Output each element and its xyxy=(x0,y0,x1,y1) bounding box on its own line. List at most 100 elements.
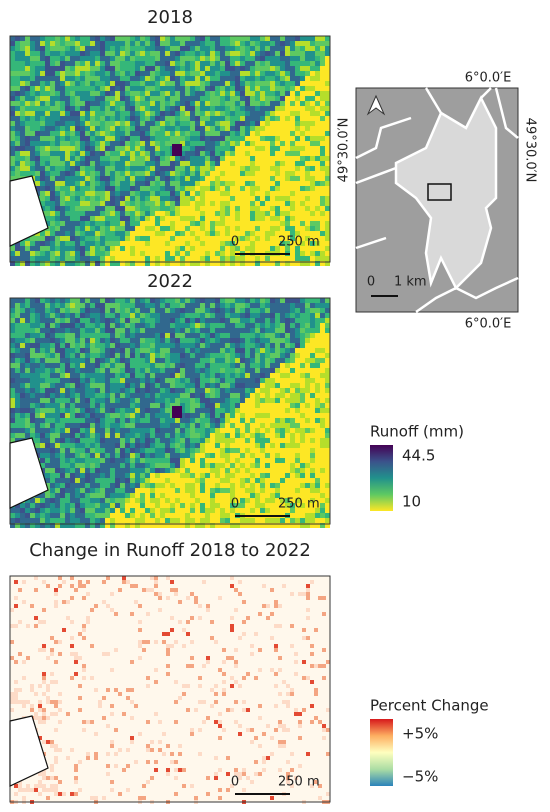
raster-cell xyxy=(125,423,130,428)
raster-cell xyxy=(35,116,40,121)
raster-cell xyxy=(185,448,190,453)
raster-cell xyxy=(210,313,215,318)
raster-cell xyxy=(70,121,75,126)
raster-cell xyxy=(40,101,45,106)
raster-cell xyxy=(165,51,170,56)
raster-cell xyxy=(75,86,80,91)
raster-cell xyxy=(80,241,85,246)
raster-cell xyxy=(240,36,245,41)
raster-cell xyxy=(265,226,270,231)
raster-cell xyxy=(135,241,140,246)
raster-cell xyxy=(90,358,95,363)
raster-cell xyxy=(165,241,170,246)
raster-cell xyxy=(85,201,90,206)
raster-cell xyxy=(255,56,260,61)
raster-cell xyxy=(310,76,315,81)
raster-cell xyxy=(10,368,15,373)
raster-cell xyxy=(195,308,200,313)
raster-cell xyxy=(250,81,255,86)
raster-cell xyxy=(50,343,55,348)
raster-cell xyxy=(135,46,140,51)
raster-cell xyxy=(110,196,115,201)
raster-cell xyxy=(100,303,105,308)
raster-cell xyxy=(195,423,200,428)
raster-cell xyxy=(300,333,305,338)
raster-cell xyxy=(105,433,110,438)
raster-cell xyxy=(150,256,155,261)
raster-cell xyxy=(195,231,200,236)
raster-cell xyxy=(95,423,100,428)
raster-cell xyxy=(150,338,155,343)
raster-cell xyxy=(235,46,240,51)
raster-cell xyxy=(95,358,100,363)
raster-cell xyxy=(60,398,65,403)
raster-cell xyxy=(105,96,110,101)
raster-cell xyxy=(25,246,30,251)
raster-cell xyxy=(120,216,125,221)
raster-cell xyxy=(50,398,55,403)
raster-cell xyxy=(285,398,290,403)
raster-cell xyxy=(220,333,225,338)
raster-cell xyxy=(295,241,300,246)
raster-cell xyxy=(155,76,160,81)
raster-cell xyxy=(305,363,310,368)
raster-cell xyxy=(270,368,275,373)
raster-cell xyxy=(180,353,185,358)
raster-cell xyxy=(260,388,265,393)
raster-cell xyxy=(120,443,125,448)
raster-cell xyxy=(305,256,310,261)
raster-cell xyxy=(115,196,120,201)
raster-cell xyxy=(15,91,20,96)
raster-cell xyxy=(215,81,220,86)
raster-cell xyxy=(260,363,265,368)
raster-cell xyxy=(280,131,285,136)
raster-cell xyxy=(80,353,85,358)
raster-cell xyxy=(25,363,30,368)
raster-cell xyxy=(310,201,315,206)
raster-cell xyxy=(295,201,300,206)
raster-cell xyxy=(110,373,115,378)
raster-cell xyxy=(265,196,270,201)
raster-cell xyxy=(65,251,70,256)
raster-cell xyxy=(290,196,295,201)
raster-cell xyxy=(310,256,315,261)
raster-cell xyxy=(115,96,120,101)
raster-cell xyxy=(325,121,330,126)
raster-cell xyxy=(280,226,285,231)
raster-cell xyxy=(240,398,245,403)
raster-cell xyxy=(180,171,185,176)
raster-cell xyxy=(160,166,165,171)
raster-cell xyxy=(80,298,85,303)
raster-cell xyxy=(320,328,325,333)
raster-cell xyxy=(35,181,40,186)
raster-cell xyxy=(170,261,175,266)
raster-cell xyxy=(175,56,180,61)
raster-cell xyxy=(80,216,85,221)
raster-cell xyxy=(15,433,20,438)
raster-cell xyxy=(90,323,95,328)
raster-cell xyxy=(200,256,205,261)
raster-cell xyxy=(180,393,185,398)
raster-cell xyxy=(55,46,60,51)
raster-cell xyxy=(20,403,25,408)
raster-cell xyxy=(95,221,100,226)
raster-cell xyxy=(160,211,165,216)
raster-cell xyxy=(280,96,285,101)
raster-cell xyxy=(110,36,115,41)
raster-cell xyxy=(255,226,260,231)
raster-cell xyxy=(175,171,180,176)
raster-cell xyxy=(10,403,15,408)
raster-cell xyxy=(235,226,240,231)
raster-cell xyxy=(285,71,290,76)
raster-cell xyxy=(320,151,325,156)
raster-cell xyxy=(285,131,290,136)
raster-cell xyxy=(125,51,130,56)
raster-cell xyxy=(215,323,220,328)
raster-cell xyxy=(140,418,145,423)
raster-cell xyxy=(130,196,135,201)
raster-cell xyxy=(55,418,60,423)
raster-cell xyxy=(180,106,185,111)
raster-cell xyxy=(90,141,95,146)
raster-cell xyxy=(145,443,150,448)
raster-cell xyxy=(305,348,310,353)
